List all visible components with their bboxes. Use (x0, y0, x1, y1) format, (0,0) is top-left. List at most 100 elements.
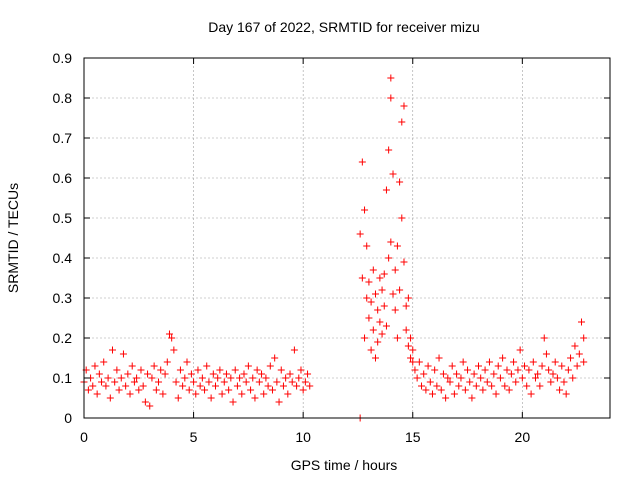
data-point (512, 378, 520, 386)
data-point (569, 374, 577, 382)
data-point (545, 366, 553, 374)
data-point (113, 366, 121, 374)
x-tick-label: 5 (190, 429, 198, 445)
data-point (571, 342, 579, 350)
data-point (501, 382, 509, 390)
data-point (549, 370, 557, 378)
data-point (286, 370, 294, 378)
data-point (306, 382, 314, 390)
data-point (400, 258, 408, 266)
data-point (389, 290, 397, 298)
data-point (407, 354, 415, 362)
data-point (439, 370, 447, 378)
data-point (510, 358, 518, 366)
data-point (499, 354, 507, 362)
data-point (212, 382, 219, 390)
data-point (236, 374, 244, 382)
data-point (551, 358, 559, 366)
data-point (367, 346, 375, 354)
data-point (483, 378, 491, 386)
data-point (220, 378, 228, 386)
data-point (222, 370, 230, 378)
data-point (363, 242, 371, 250)
data-point (201, 386, 209, 394)
data-point (275, 398, 283, 406)
data-point (470, 370, 478, 378)
data-point (271, 354, 279, 362)
data-point (391, 266, 399, 274)
data-point (227, 374, 235, 382)
data-point (133, 374, 141, 382)
data-point (378, 286, 386, 294)
data-point (387, 94, 395, 102)
data-point (367, 298, 375, 306)
data-point (505, 386, 513, 394)
data-point (516, 346, 524, 354)
data-point (155, 378, 163, 386)
data-point (433, 382, 441, 390)
data-point (365, 314, 373, 322)
data-point (282, 374, 290, 382)
data-point (358, 158, 366, 166)
data-point (124, 370, 132, 378)
data-point (100, 358, 108, 366)
data-point (437, 386, 445, 394)
data-point (242, 378, 250, 386)
data-point (244, 362, 252, 370)
data-point (404, 294, 412, 302)
data-point (391, 306, 399, 314)
data-point (293, 382, 301, 390)
x-tick-label: 10 (295, 429, 311, 445)
data-point (301, 378, 309, 386)
data-point (578, 318, 586, 326)
data-point (187, 370, 195, 378)
data-point (369, 326, 377, 334)
data-point (411, 366, 419, 374)
data-point (464, 366, 472, 374)
data-point (229, 398, 237, 406)
data-point (361, 334, 369, 342)
data-point (514, 366, 522, 374)
data-point (468, 394, 476, 402)
data-point (382, 186, 390, 194)
data-point (542, 350, 550, 358)
data-point (398, 118, 406, 126)
y-tick-label: 0.4 (53, 250, 73, 266)
data-point (260, 390, 268, 398)
data-point (356, 230, 364, 238)
data-point (115, 386, 123, 394)
data-point (231, 366, 239, 374)
data-point (387, 74, 395, 82)
data-point (268, 386, 276, 394)
data-point (93, 390, 101, 398)
data-point (89, 382, 97, 390)
data-point (144, 370, 152, 378)
data-point (396, 286, 404, 294)
data-point (102, 382, 110, 390)
data-point (490, 370, 498, 378)
data-point (255, 378, 263, 386)
data-point (139, 382, 147, 390)
y-tick-label: 0.2 (53, 330, 73, 346)
data-point (233, 382, 241, 390)
data-point (393, 334, 401, 342)
data-point (190, 378, 198, 386)
data-point (216, 366, 224, 374)
data-point (457, 374, 465, 382)
data-point (369, 266, 377, 274)
data-point (376, 318, 384, 326)
data-point (168, 334, 176, 342)
data-point (562, 390, 570, 398)
x-tick-label: 20 (515, 429, 531, 445)
data-point (284, 390, 292, 398)
data-point (385, 146, 393, 154)
y-tick-label: 0.5 (53, 210, 73, 226)
data-point (529, 358, 537, 366)
data-point (117, 374, 125, 382)
data-point (141, 398, 149, 406)
data-point (198, 374, 206, 382)
data-point (251, 394, 259, 402)
data-point (148, 374, 156, 382)
grid-lines (84, 58, 610, 418)
